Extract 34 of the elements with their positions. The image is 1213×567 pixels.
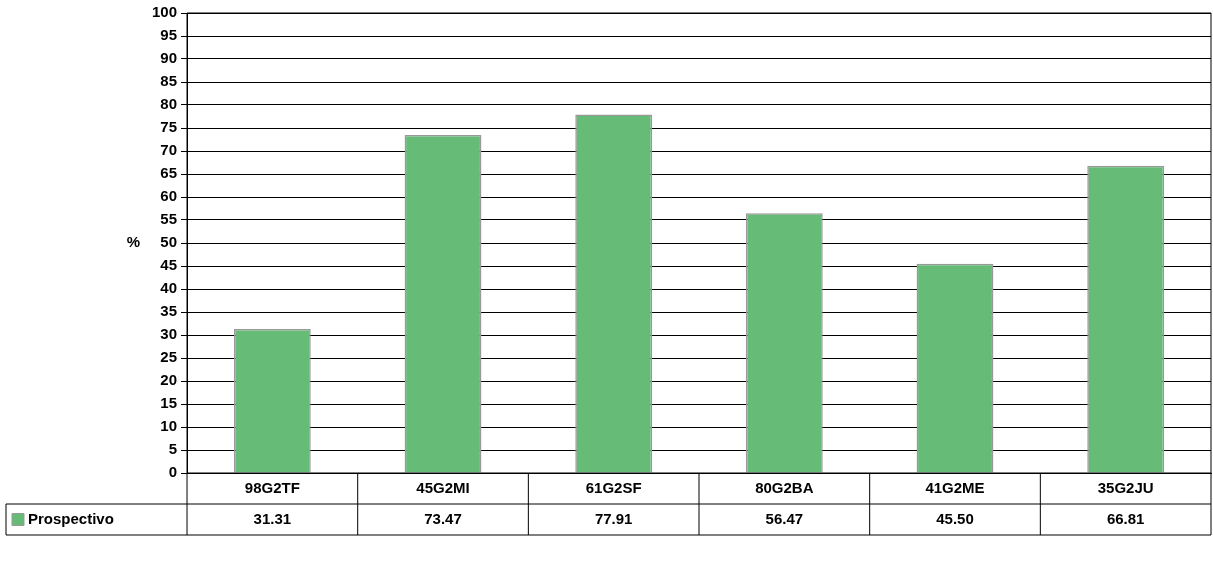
y-tick-label: 20 — [160, 371, 178, 389]
y-tick-label: 30 — [160, 325, 178, 343]
data-label: 31.31 — [253, 509, 292, 527]
y-tick-label: 55 — [160, 210, 178, 228]
y-axis-title: % — [126, 233, 140, 251]
y-tick-label: 75 — [160, 118, 178, 136]
x-tick-label: 61G2SF — [585, 478, 642, 496]
y-tick-label: 5 — [168, 440, 178, 458]
y-tick-label: 95 — [160, 26, 178, 44]
y-tick-label: 50 — [160, 233, 178, 251]
y-tick-label: 40 — [160, 279, 178, 297]
data-label: 45.50 — [936, 509, 974, 527]
y-tick-label: 25 — [160, 348, 178, 366]
x-tick-label: 35G2JU — [1097, 478, 1154, 496]
data-label: 77.91 — [594, 509, 633, 527]
x-tick-label: 80G2BA — [755, 478, 814, 496]
y-tick-label: 85 — [160, 72, 178, 90]
y-tick-label: 15 — [160, 394, 178, 412]
y-tick-label: 0 — [168, 463, 178, 481]
x-tick-label: 45G2MI — [416, 478, 470, 496]
y-tick-label: 60 — [160, 187, 178, 205]
y-tick-label: 100 — [152, 3, 178, 21]
data-label: 73.47 — [424, 509, 462, 527]
y-tick-label: 90 — [160, 49, 178, 67]
x-tick-label: 98G2TF — [244, 478, 300, 496]
y-tick-label: 65 — [160, 164, 178, 182]
y-tick-label: 80 — [160, 95, 178, 113]
x-tick-label: 41G2ME — [925, 478, 985, 496]
y-tick-label: 10 — [160, 417, 178, 435]
y-tick-label: 35 — [160, 302, 178, 320]
y-tick-label: 70 — [160, 141, 178, 159]
data-label: 66.81 — [1106, 509, 1145, 527]
data-label: 56.47 — [765, 509, 804, 527]
y-tick-label: 45 — [160, 256, 178, 274]
